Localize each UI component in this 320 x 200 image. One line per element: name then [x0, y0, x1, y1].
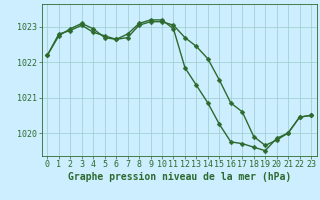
X-axis label: Graphe pression niveau de la mer (hPa): Graphe pression niveau de la mer (hPa): [68, 172, 291, 182]
